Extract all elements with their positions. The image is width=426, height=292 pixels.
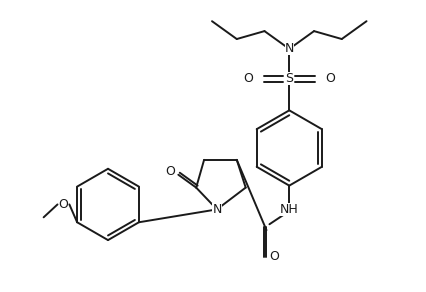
Text: O: O [165, 165, 175, 178]
Text: N: N [212, 203, 221, 216]
Text: N: N [284, 42, 293, 55]
Text: O: O [243, 72, 253, 85]
Text: O: O [58, 198, 68, 211]
Text: O: O [324, 72, 334, 85]
Text: NH: NH [279, 203, 298, 216]
Text: O: O [269, 251, 279, 263]
Text: S: S [285, 72, 293, 85]
